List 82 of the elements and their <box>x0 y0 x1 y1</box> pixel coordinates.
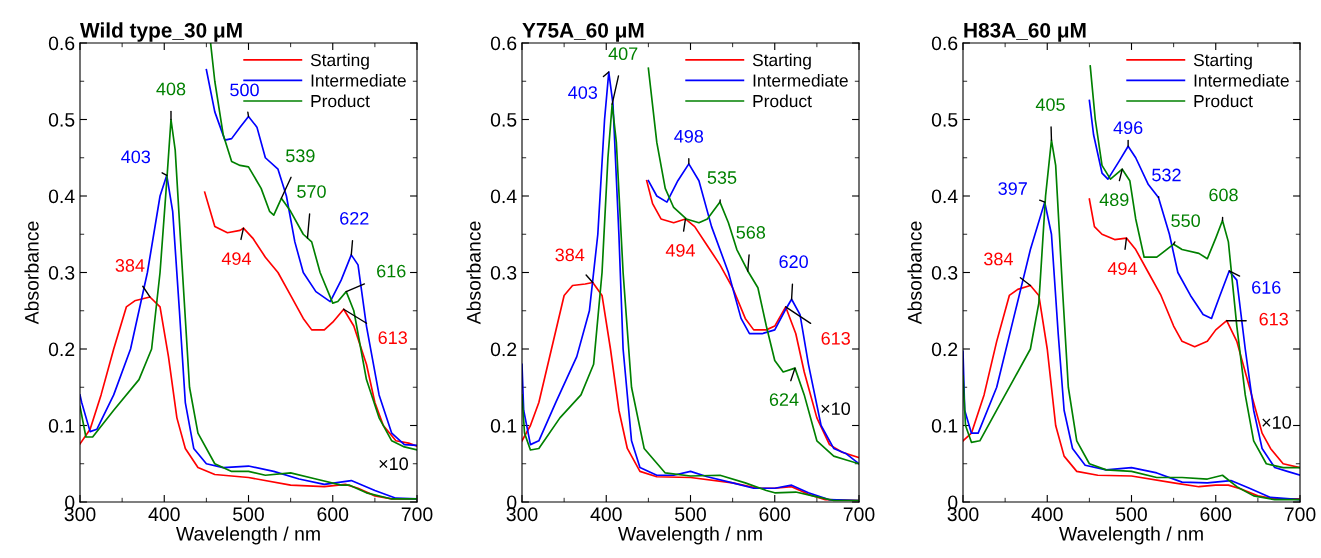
y-tick-label: 0.5 <box>931 112 958 127</box>
annotation: 494 <box>1107 262 1137 275</box>
x-tick-label: 700 <box>1284 507 1316 522</box>
y-tick-label: 0.1 <box>490 418 517 433</box>
annotation: 494 <box>665 244 695 257</box>
annotation: 613 <box>1259 312 1288 326</box>
x-tick-label: 600 <box>759 507 791 522</box>
annotation: 403 <box>121 150 151 164</box>
y-tick-label: 0.5 <box>490 112 517 127</box>
x-tick-label: 500 <box>675 507 706 522</box>
y-tick-label: 0.4 <box>931 189 958 204</box>
annotation: 568 <box>736 226 766 239</box>
annotation: 408 <box>156 82 186 96</box>
x-tick-label: 400 <box>148 507 180 522</box>
x-axis-title: Wavelength / nm <box>618 526 762 545</box>
y-tick-label: 0.6 <box>48 36 75 51</box>
annotation: 532 <box>1152 168 1181 182</box>
x-tick-label: 600 <box>1200 507 1232 522</box>
annotation: 613 <box>378 331 407 345</box>
x-tick-label: 700 <box>401 507 433 522</box>
y-tick-label: 0.3 <box>931 265 958 280</box>
annotation: ×10 <box>821 402 851 416</box>
y-tick-label: 0.2 <box>48 342 75 357</box>
chart-title: Y75A_60 μM <box>522 22 644 42</box>
annotation: 608 <box>1209 188 1238 202</box>
legend-label: Intermediate <box>753 73 848 87</box>
annotation: 539 <box>286 149 315 163</box>
y-tick-label: 0.3 <box>490 265 517 280</box>
x-tick-label: 400 <box>590 507 622 522</box>
y-axis-title: Absorbance <box>466 221 481 325</box>
y-tick-label: 0.3 <box>48 265 75 280</box>
x-tick-label: 500 <box>233 507 264 522</box>
legend-label: Product <box>753 94 812 108</box>
x-tick-label: 600 <box>317 507 349 522</box>
annotation: 620 <box>779 255 808 269</box>
y-tick-label: 0.2 <box>931 342 958 357</box>
annotation: 535 <box>707 171 737 184</box>
x-tick-label: 400 <box>1031 507 1063 522</box>
annotation: 407 <box>608 47 638 61</box>
y-axis-title: Absorbance <box>24 221 39 325</box>
annotation: 550 <box>1171 214 1200 228</box>
legend-label: Starting <box>310 53 369 70</box>
annotation: 494 <box>221 252 251 265</box>
x-tick-label: 500 <box>1116 507 1147 522</box>
annotation: 613 <box>821 331 850 345</box>
annotation: 405 <box>1035 98 1065 111</box>
annotation: 403 <box>568 86 598 99</box>
legend-label: Intermediate <box>311 73 406 87</box>
legend-label: Starting <box>752 53 811 70</box>
y-tick-label: 0.6 <box>931 36 958 51</box>
annotation: 498 <box>674 129 704 143</box>
legend-label: Intermediate <box>1194 73 1289 87</box>
legend-label: Starting <box>1193 53 1252 70</box>
y-tick-label: 0.4 <box>490 189 517 204</box>
annotation: 616 <box>1252 281 1281 294</box>
legend-label: Product <box>311 94 370 108</box>
annotation: 500 <box>230 83 259 97</box>
chart-title: Wild type_30 μM <box>80 22 242 42</box>
chart-title: H83A_60 μM <box>964 22 1086 42</box>
annotation: 384 <box>115 259 145 272</box>
annotation: ×10 <box>379 457 409 471</box>
x-axis-title: Wavelength / nm <box>176 526 320 545</box>
y-tick-label: 0.2 <box>490 342 517 357</box>
y-tick-label: 0.1 <box>48 418 75 433</box>
y-tick-label: 0.4 <box>48 189 75 204</box>
x-axis-title: Wavelength / nm <box>1059 526 1203 545</box>
legend-label: Product <box>1194 94 1253 108</box>
y-tick-label: 0.5 <box>48 112 75 127</box>
annotation: 489 <box>1099 193 1129 207</box>
y-tick-label: 0.1 <box>931 418 958 433</box>
annotation: 384 <box>555 248 585 262</box>
annotation: 570 <box>297 185 326 198</box>
y-axis-title: Absorbance <box>907 221 922 325</box>
annotation: 397 <box>998 182 1027 195</box>
annotation: 384 <box>984 252 1013 266</box>
annotation: ×10 <box>1262 416 1292 429</box>
annotation: 622 <box>340 211 369 225</box>
x-tick-label: 700 <box>843 507 875 522</box>
annotation: 616 <box>377 264 406 278</box>
y-tick-label: 0.6 <box>490 36 517 51</box>
annotation: 624 <box>769 393 799 406</box>
annotation: 496 <box>1113 121 1143 135</box>
